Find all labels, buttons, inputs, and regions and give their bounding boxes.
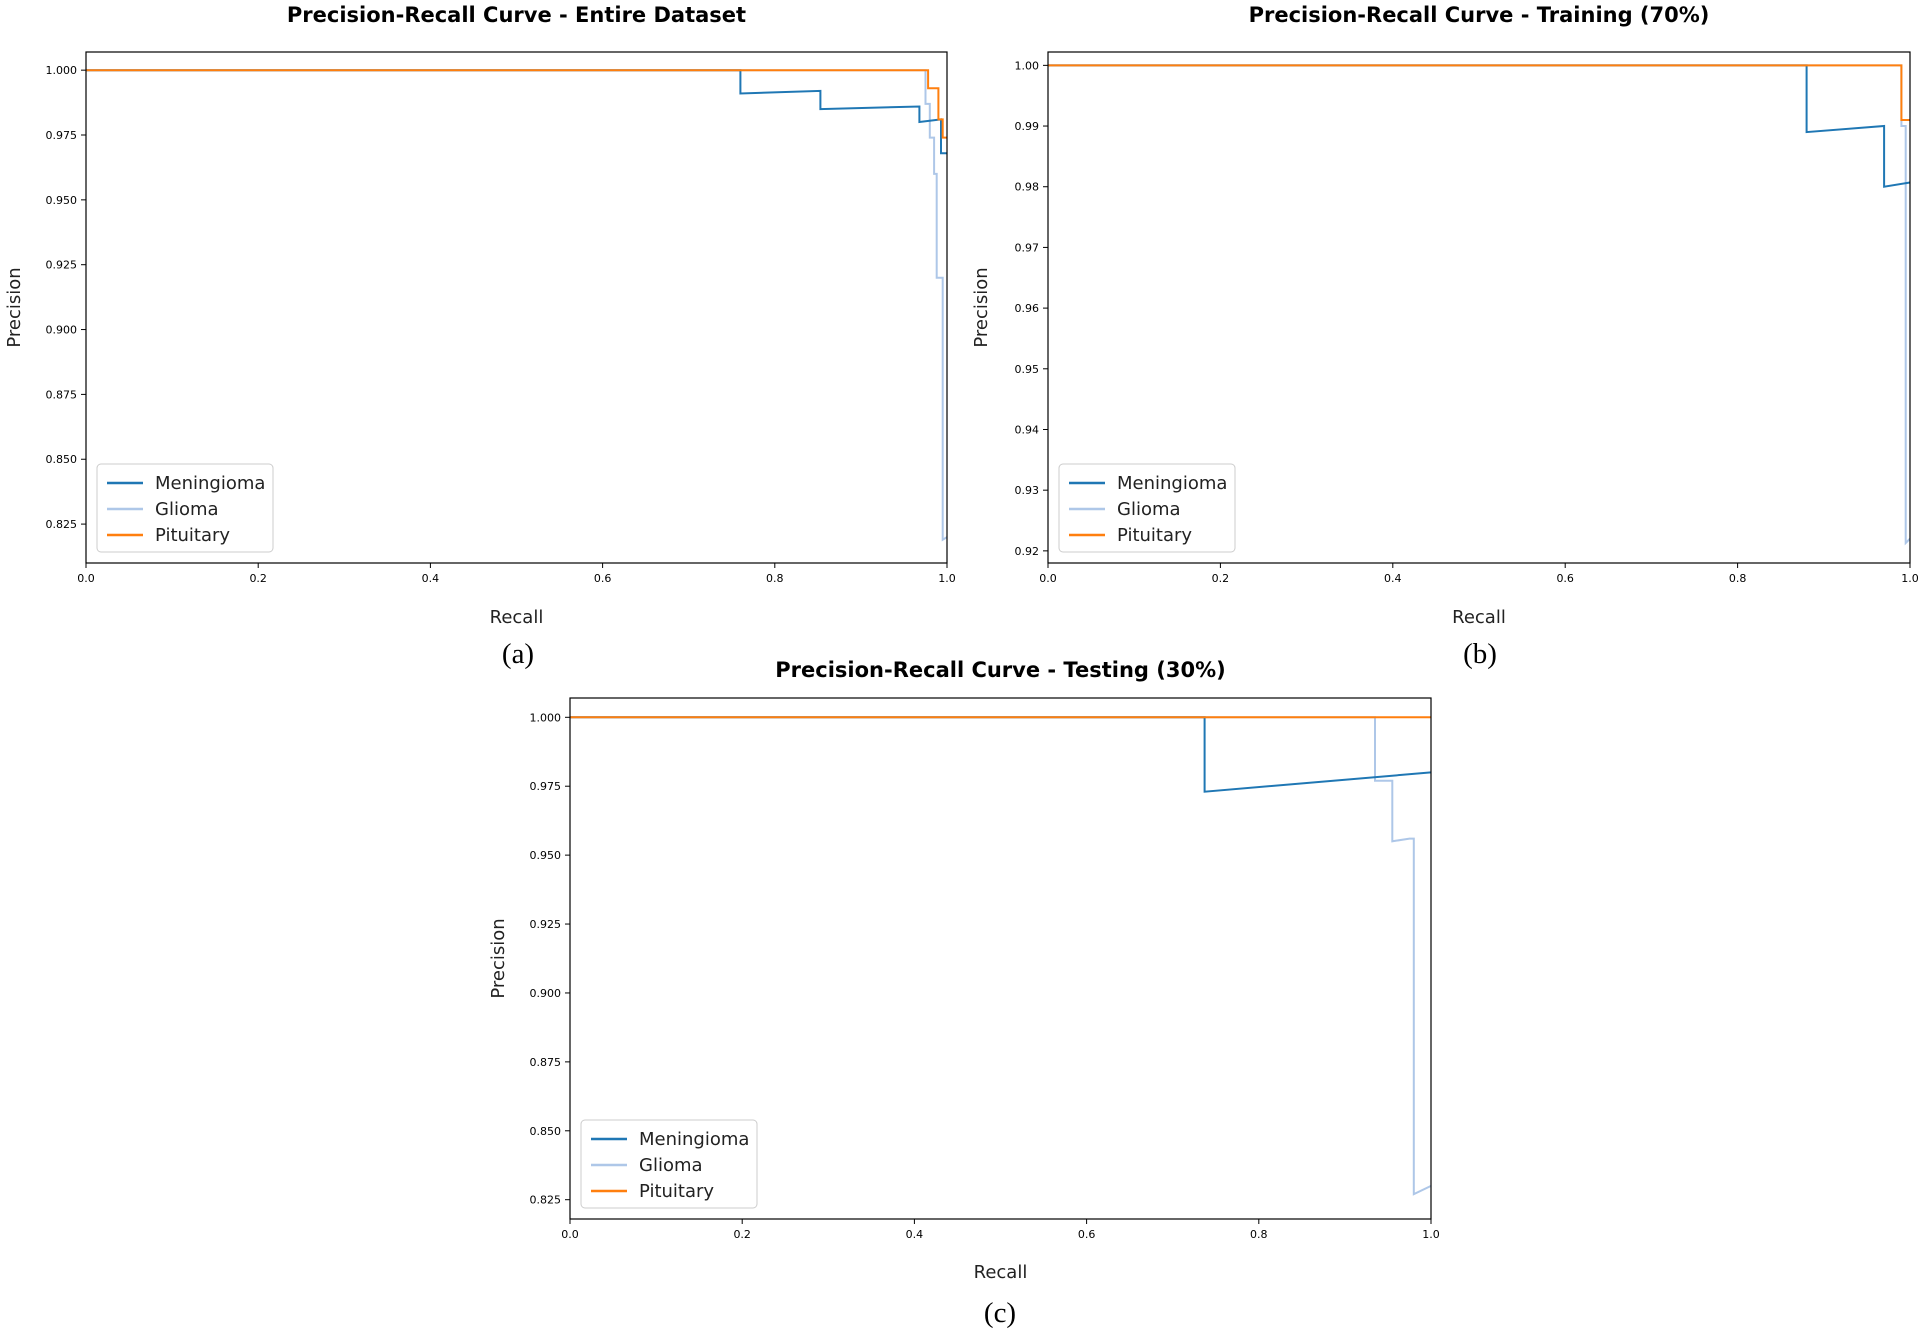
x-tick-label: 0.4 [422,572,440,585]
legend-entry-pituitary: Pituitary [155,525,230,546]
x-tick-label: 0.8 [1250,1228,1268,1241]
y-tick-label: 0.94 [1015,423,1040,436]
y-tick-label: 0.975 [46,129,78,142]
y-axis-label: Precision [971,267,992,347]
y-tick-label: 0.925 [530,918,562,931]
x-tick-label: 1.0 [938,572,956,585]
x-tick-label: 0.6 [594,572,612,585]
plot-frame [1047,51,1911,564]
legend-box [96,463,274,553]
x-tick-label: 1.0 [1901,572,1919,585]
y-tick-label: 1.000 [46,64,78,77]
x-axis-label: Recall [974,1262,1028,1283]
y-tick-label: 0.850 [46,453,78,466]
x-tick-label: 0.6 [1078,1228,1096,1241]
y-tick-label: 1.00 [1015,59,1040,72]
chart-title: Precision-Recall Curve - Entire Dataset [287,3,746,27]
legend-box [1058,463,1236,553]
legend-entry-glioma: Glioma [639,1155,703,1176]
x-tick-label: 0.8 [766,572,784,585]
y-tick-label: 0.850 [530,1125,562,1138]
chart-title: Precision-Recall Curve - Testing (30%) [775,658,1225,682]
y-axis-label: Precision [488,918,509,998]
legend: Meningioma Glioma Pituitary [580,1119,758,1209]
x-tick-label: 0.4 [1384,572,1402,585]
y-tick-label: 1.000 [530,711,562,724]
x-tick-label: 0.0 [1039,572,1057,585]
plot-frame [85,51,948,564]
panel-caption: (c) [984,1297,1016,1329]
y-tick-label: 0.825 [530,1194,562,1207]
y-tick-label: 0.875 [530,1056,562,1069]
legend: Meningioma Glioma Pituitary [1058,463,1236,553]
x-tick-label: 0.0 [561,1228,579,1241]
y-tick-label: 0.93 [1015,484,1040,497]
legend-entry-pituitary: Pituitary [639,1181,714,1202]
y-tick-label: 0.99 [1015,120,1040,133]
chart-panel-3: Precision-Recall Curve - Testing (30%) 0.… [488,658,1440,1329]
series-line-meningioma [1048,64,1910,188]
series-line-pituitary [1048,64,1910,121]
chart-panel-1: Precision-Recall Curve - Entire Dataset 0… [4,3,956,670]
y-tick-label: 0.950 [530,849,562,862]
panel-caption: (a) [502,638,534,670]
series-group [570,716,1431,1196]
chart-title: Precision-Recall Curve - Training (70%) [1249,3,1710,27]
y-tick-label: 0.950 [46,194,78,207]
legend-entry-pituitary: Pituitary [1117,525,1192,546]
chart-panel-2: Precision-Recall Curve - Training (70%) 0… [971,3,1919,670]
x-tick-label: 0.4 [906,1228,924,1241]
y-tick-label: 0.900 [530,987,562,1000]
x-tick-label: 0.2 [733,1228,751,1241]
legend-entry-meningioma: Meningioma [155,473,265,494]
y-tick-label: 0.925 [46,259,78,272]
y-tick-label: 0.97 [1015,241,1040,254]
series-line-meningioma [570,716,1431,793]
x-tick-label: 0.8 [1729,572,1747,585]
x-tick-label: 0.2 [249,572,267,585]
x-axis-label: Recall [490,607,544,628]
x-tick-label: 1.0 [1422,1228,1440,1241]
panel-caption: (b) [1463,638,1497,670]
x-tick-label: 0.2 [1212,572,1230,585]
series-line-meningioma [86,69,947,155]
y-tick-label: 0.98 [1015,181,1040,194]
y-tick-label: 0.825 [46,518,78,531]
x-tick-label: 0.0 [77,572,95,585]
y-tick-label: 0.900 [46,324,78,337]
y-tick-label: 0.875 [46,388,78,401]
plot-frame [569,697,1432,1220]
x-tick-label: 0.6 [1556,572,1574,585]
series-group [1048,64,1910,546]
legend-entry-glioma: Glioma [1117,499,1181,520]
legend-entry-meningioma: Meningioma [639,1129,749,1150]
y-tick-label: 0.96 [1015,302,1040,315]
x-axis-label: Recall [1452,607,1506,628]
y-tick-label: 0.95 [1015,363,1040,376]
series-group [86,69,947,542]
y-tick-label: 0.92 [1015,545,1040,558]
series-line-glioma [570,716,1431,1196]
series-line-pituitary [86,69,947,139]
y-tick-label: 0.975 [530,780,562,793]
legend-entry-glioma: Glioma [155,499,219,520]
series-line-glioma [86,69,947,542]
legend-box [580,1119,758,1209]
y-axis-label: Precision [4,267,25,347]
legend-entry-meningioma: Meningioma [1117,473,1227,494]
legend: Meningioma Glioma Pituitary [96,463,274,553]
